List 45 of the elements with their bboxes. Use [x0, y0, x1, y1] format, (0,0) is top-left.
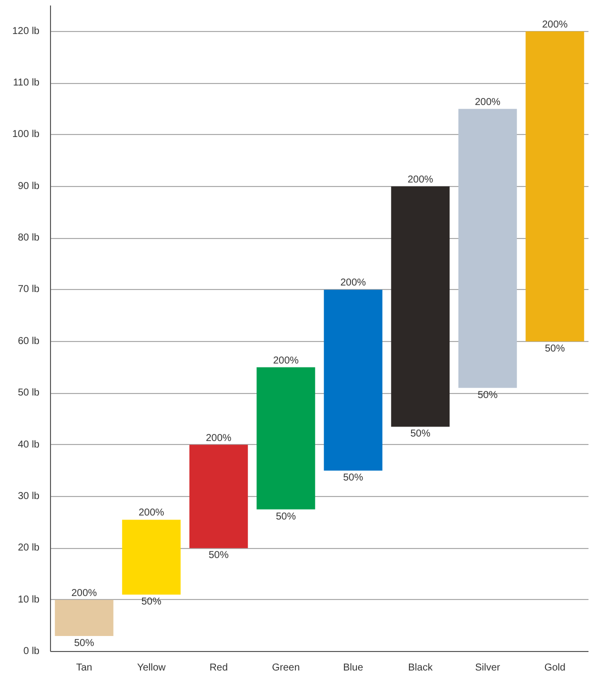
y-tick-label: 120 lb — [12, 26, 40, 37]
x-tick-label: Silver — [475, 662, 501, 674]
bar — [458, 108, 517, 388]
annotation: 200% — [206, 432, 232, 444]
bar — [189, 444, 248, 548]
y-tick-label: 110 lb — [12, 78, 40, 89]
annotation: 200% — [542, 19, 568, 30]
annotation: 200% — [474, 96, 501, 108]
y-tick-label: 90 lb — [18, 180, 40, 192]
annotation: 50% — [410, 428, 430, 440]
bar — [324, 290, 382, 471]
annotation: 50% — [478, 390, 498, 401]
bar — [526, 31, 584, 342]
bar — [391, 186, 450, 427]
annotation: 200% — [273, 355, 299, 366]
x-tick-label: Tan — [76, 662, 92, 674]
y-tick-label: 0 lb — [23, 646, 40, 657]
annotation: 200% — [138, 508, 164, 519]
bar — [54, 600, 114, 636]
x-tick-label: Red — [209, 662, 228, 674]
annotation: 50% — [74, 638, 94, 649]
x-tick-label: Gold — [544, 662, 566, 674]
annotation: 50% — [276, 511, 296, 522]
y-tick-label: 20 lb — [18, 542, 40, 554]
x-tick-label: Yellow — [137, 662, 166, 674]
y-tick-label: 40 lb — [18, 439, 40, 450]
x-tick-label: Blue — [343, 662, 364, 674]
y-tick-label: 80 lb — [18, 232, 40, 244]
y-tick-label: 60 lb — [18, 336, 40, 347]
y-tick-label: 50 lb — [18, 388, 40, 399]
bar — [256, 367, 316, 510]
y-tick-label: 10 lb — [18, 594, 40, 606]
annotation: 50% — [343, 472, 364, 484]
y-tick-label: 100 lb — [12, 129, 40, 140]
y-tick-label: 70 lb — [18, 284, 40, 296]
x-tick-label: Green — [272, 662, 300, 674]
x-tick-label: Black — [408, 662, 434, 674]
annotation: 200% — [408, 174, 434, 186]
annotation: 200% — [340, 278, 366, 289]
annotation: 50% — [141, 596, 162, 608]
annotation: 50% — [208, 550, 229, 562]
annotation: 50% — [544, 343, 565, 354]
annotation: 200% — [71, 588, 98, 599]
bar — [122, 520, 181, 595]
y-tick-label: 30 lb — [18, 490, 40, 502]
